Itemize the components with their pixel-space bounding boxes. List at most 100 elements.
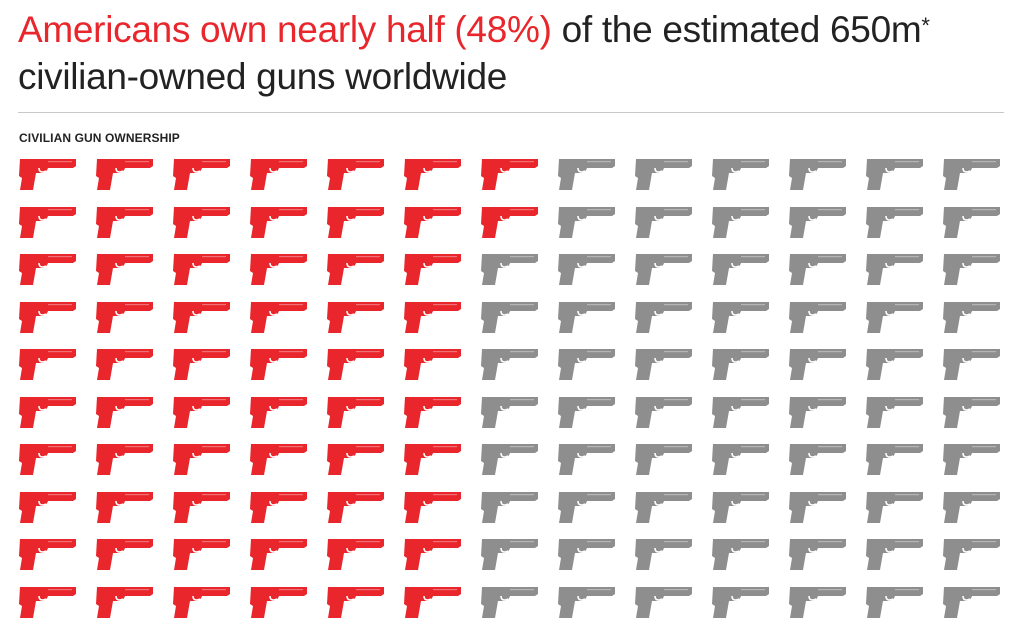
pistol-icon <box>712 254 769 285</box>
pistol-icon <box>250 301 307 333</box>
pistol-icon <box>481 159 538 190</box>
pistol-icon <box>943 491 1000 523</box>
pistol-icon <box>327 586 384 618</box>
pistol-icon <box>173 539 230 570</box>
pistol-icon <box>943 206 1000 238</box>
pistol-icon <box>558 206 615 238</box>
pistol-icon <box>250 491 307 523</box>
pistol-icon <box>481 586 538 618</box>
pistol-icon <box>789 586 846 618</box>
pistol-icon <box>96 159 153 190</box>
pistol-icon <box>866 301 923 333</box>
pistol-icon <box>558 159 615 190</box>
pistol-icon <box>712 301 769 333</box>
pistol-icon <box>173 586 230 618</box>
pistol-icon <box>404 159 461 190</box>
pistol-icon <box>866 396 923 428</box>
pistol-icon <box>789 539 846 570</box>
pistol-icon <box>866 586 923 618</box>
pistol-icon <box>635 444 692 475</box>
pistol-icon <box>789 396 846 428</box>
pistol-icon <box>481 206 538 238</box>
pistol-icon <box>712 396 769 428</box>
pistol-icon <box>789 491 846 523</box>
pistol-icon <box>712 349 769 380</box>
pistol-icon <box>712 444 769 475</box>
pistol-icon <box>173 444 230 475</box>
pistol-icon <box>789 206 846 238</box>
pistol-icon <box>327 444 384 475</box>
pistol-icon <box>19 586 76 618</box>
pistol-icon <box>250 539 307 570</box>
pistol-icon <box>173 159 230 190</box>
pistol-icon <box>19 159 76 190</box>
pistol-icon <box>635 159 692 190</box>
pistol-icon <box>558 539 615 570</box>
pistol-icon <box>481 491 538 523</box>
pistol-icon <box>327 301 384 333</box>
pistol-icon <box>558 396 615 428</box>
pistol-icon <box>635 254 692 285</box>
pistol-icon <box>943 396 1000 428</box>
pistol-icon <box>943 349 1000 380</box>
pistol-icon <box>712 586 769 618</box>
pistol-icon <box>173 491 230 523</box>
pistol-icon <box>19 396 76 428</box>
pistol-icon <box>96 491 153 523</box>
pistol-icon <box>404 539 461 570</box>
pistol-icon <box>404 301 461 333</box>
pistol-icon <box>481 301 538 333</box>
pistol-icon <box>943 301 1000 333</box>
pistol-icon <box>635 301 692 333</box>
pistol-icon <box>635 491 692 523</box>
pistol-icon <box>327 206 384 238</box>
pistol-icon <box>327 349 384 380</box>
pistol-icon <box>19 349 76 380</box>
pistol-icon <box>327 159 384 190</box>
pistol-icon <box>19 491 76 523</box>
headline-rest-line2: civilian-owned guns worldwide <box>18 56 507 97</box>
pistol-icon <box>943 586 1000 618</box>
pistol-icon <box>712 206 769 238</box>
pistol-icon <box>96 396 153 428</box>
pistol-icon <box>712 539 769 570</box>
pistol-icon <box>789 444 846 475</box>
pistol-icon <box>789 349 846 380</box>
pistol-icon <box>327 254 384 285</box>
pistol-icon <box>19 444 76 475</box>
pistol-icon <box>250 206 307 238</box>
pistol-icon <box>96 444 153 475</box>
pistol-icon <box>19 206 76 238</box>
pistol-icon <box>404 349 461 380</box>
pistol-icon <box>943 254 1000 285</box>
pistol-icon <box>327 491 384 523</box>
headline-highlight: Americans own nearly half (48%) <box>18 9 552 50</box>
pistol-icon <box>250 444 307 475</box>
pistol-icon <box>481 539 538 570</box>
pistol-icon <box>635 539 692 570</box>
headline-rest-line1: of the estimated 650m <box>551 9 922 50</box>
pistol-icon <box>96 206 153 238</box>
pistol-icon <box>558 444 615 475</box>
pistol-icon <box>712 491 769 523</box>
pistol-icon <box>943 159 1000 190</box>
pistol-icon <box>404 206 461 238</box>
pistol-icon <box>250 159 307 190</box>
pistol-icon <box>866 539 923 570</box>
pistol-icon <box>250 254 307 285</box>
pistol-icon <box>327 539 384 570</box>
pistol-icon <box>558 254 615 285</box>
pistol-icon <box>19 301 76 333</box>
pistol-icon <box>404 491 461 523</box>
pistol-icon <box>173 206 230 238</box>
pistol-icon <box>635 586 692 618</box>
pictogram-chart <box>18 156 1004 630</box>
pistol-icon <box>789 301 846 333</box>
pistol-icon <box>943 539 1000 570</box>
pistol-icon <box>404 254 461 285</box>
pistol-icon <box>481 254 538 285</box>
headline: Americans own nearly half (48%) of the e… <box>18 6 1008 100</box>
pistol-icon <box>250 586 307 618</box>
pistol-icon <box>173 396 230 428</box>
pistol-icon <box>327 396 384 428</box>
